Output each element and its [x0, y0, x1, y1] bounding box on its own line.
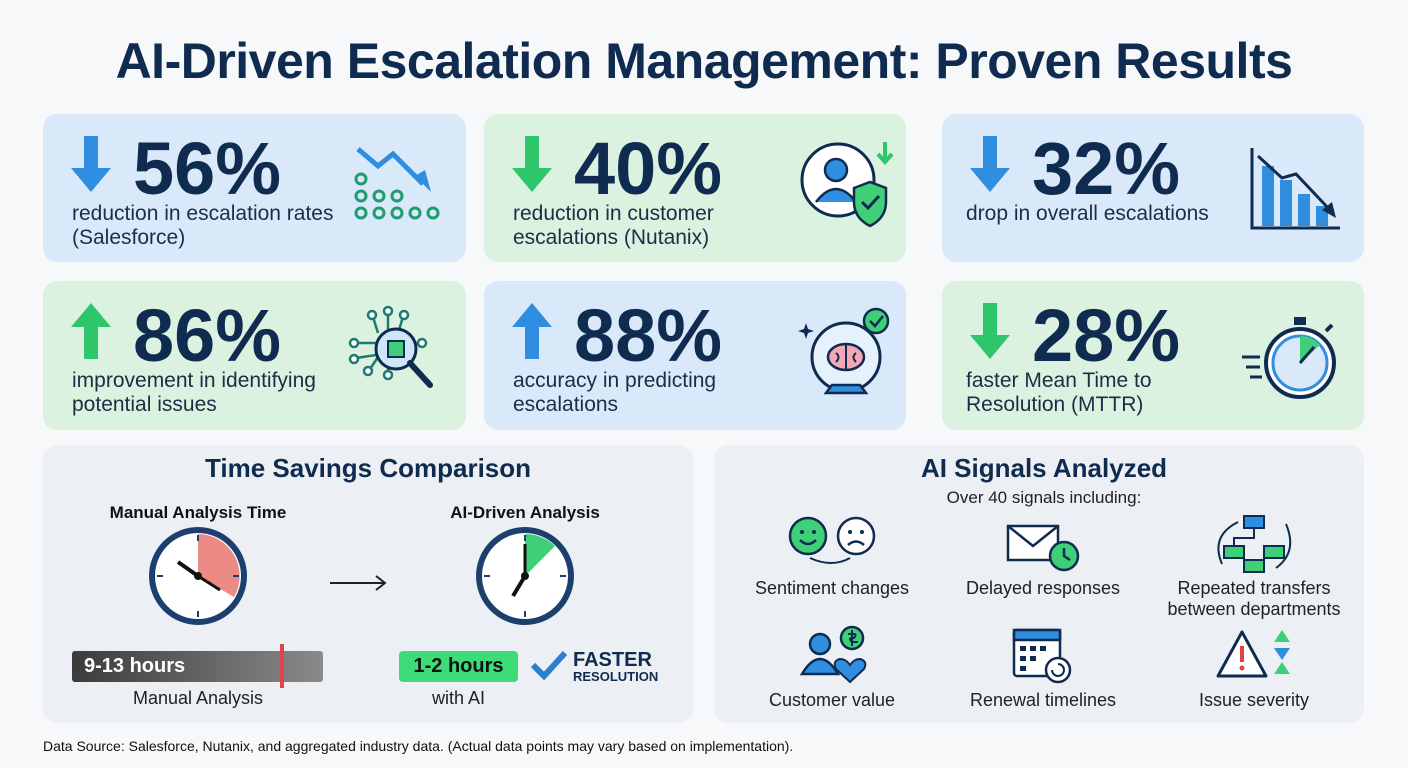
stat-label: drop in overall escalations [966, 202, 1209, 225]
stat-label: improvement in identifying potential iss… [72, 369, 316, 416]
down-arrow [71, 136, 111, 192]
stat-card: 32% drop in overall escalations [942, 114, 1364, 262]
bar-decline-icon [1250, 148, 1340, 230]
stat-value: 40% [574, 127, 723, 210]
signal-label: Sentiment changes [754, 578, 910, 598]
decline-icon [354, 147, 440, 220]
stat-value: 28% [1032, 294, 1181, 377]
manual-clock [149, 527, 247, 625]
signal-label: Issue severity [1198, 690, 1310, 710]
stat-label: faster Mean Time to Resolution (MTTR) [966, 369, 1152, 416]
column-heading: AI-Driven Analysis [450, 503, 600, 522]
down-arrow [970, 136, 1010, 192]
stat-value: 86% [133, 294, 282, 377]
stat-value: 88% [574, 294, 723, 377]
customer-shield-icon [800, 142, 894, 228]
stat-value: 56% [133, 127, 282, 210]
stat-value: 32% [1032, 127, 1181, 210]
badge-text: FASTER [573, 649, 652, 671]
bar-label: 9-13 hours [84, 655, 186, 677]
stat-card: 40% reduction in customer escalations (N… [484, 114, 906, 262]
signal-label: Customer value [768, 690, 896, 710]
panel-subtitle: Over 40 signals including: [946, 488, 1142, 507]
chip-search-icon [348, 305, 433, 388]
panel-title: Time Savings Comparison [204, 453, 532, 483]
ai-bar: 1-2 hours [399, 651, 518, 682]
down-arrow [512, 136, 552, 192]
badge-text: RESOLUTION [573, 669, 659, 684]
down-arrow [970, 303, 1010, 359]
stat-card: 56% reduction in escalation rates (Sales… [43, 114, 466, 262]
page-title: AI-Driven Escalation Management: Proven … [115, 33, 1293, 89]
severity-icon [1216, 630, 1290, 678]
stat-card: 28% faster Mean Time to Resolution (MTTR… [942, 281, 1364, 430]
ai-clock [476, 527, 574, 625]
bar-marker [280, 644, 284, 688]
signal-label: Repeated transfers between departments [1167, 578, 1341, 619]
stat-card: 88% accuracy in predicting escalations [484, 281, 906, 430]
calendar-icon [1012, 628, 1072, 684]
delayed-mail-icon [1006, 524, 1080, 572]
check-icon [530, 650, 568, 681]
up-arrow [512, 303, 552, 359]
signal-label: Renewal timelines [969, 690, 1117, 710]
signal-label: Delayed responses [965, 578, 1121, 598]
stat-label: accuracy in predicting escalations [513, 369, 717, 416]
footer-note: Data Source: Salesforce, Nutanix, and ag… [43, 738, 794, 754]
stat-label: reduction in escalation rates (Salesforc… [72, 202, 334, 249]
crystal-ball-icon [798, 307, 890, 395]
stat-label: reduction in customer escalations (Nutan… [513, 202, 714, 249]
up-arrow [71, 303, 111, 359]
transfer-icon [1217, 515, 1292, 573]
customer-value-icon [799, 625, 867, 684]
caption: Manual Analysis [132, 688, 264, 708]
stopwatch-icon [1242, 317, 1336, 399]
caption: with AI [431, 688, 486, 708]
sentiment-icon [788, 516, 876, 564]
arrow-right [330, 575, 387, 591]
column-heading: Manual Analysis Time [109, 503, 287, 522]
panel-title: AI Signals Analyzed [920, 453, 1168, 483]
stat-card: 86% improvement in identifying potential… [43, 281, 466, 430]
